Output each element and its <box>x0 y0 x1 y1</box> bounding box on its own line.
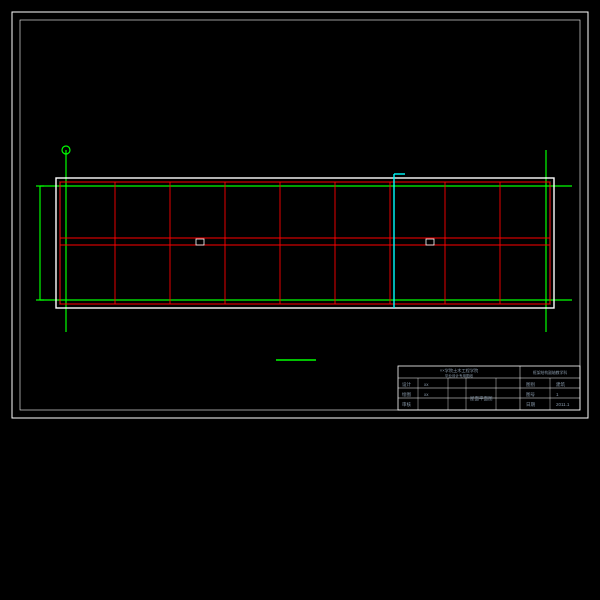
cad-drawing-canvas: ××学院土木工程学院毕业设计专用图纸框架结构副轴教学科设计xx绘图xx审核屋面平… <box>0 0 600 600</box>
tb-cell-7: 建筑 <box>556 381 565 388</box>
tb-cell-2: 绘图 <box>402 391 411 398</box>
tb-cell-6: 图别 <box>526 381 535 388</box>
tb-subheader: 毕业设计专用图纸 <box>445 373 473 378</box>
tb-cell-0: 设计 <box>402 381 411 388</box>
tb-cell-4: 审核 <box>402 401 411 408</box>
tb-cell-1: xx <box>424 382 429 387</box>
tb-header: ××学院土木工程学院 <box>440 367 479 374</box>
tb-right-header: 框架结构副轴教学科 <box>533 370 567 375</box>
tb-cell-11: 2011.1 <box>556 402 570 407</box>
tb-cell-3: xx <box>424 392 429 397</box>
